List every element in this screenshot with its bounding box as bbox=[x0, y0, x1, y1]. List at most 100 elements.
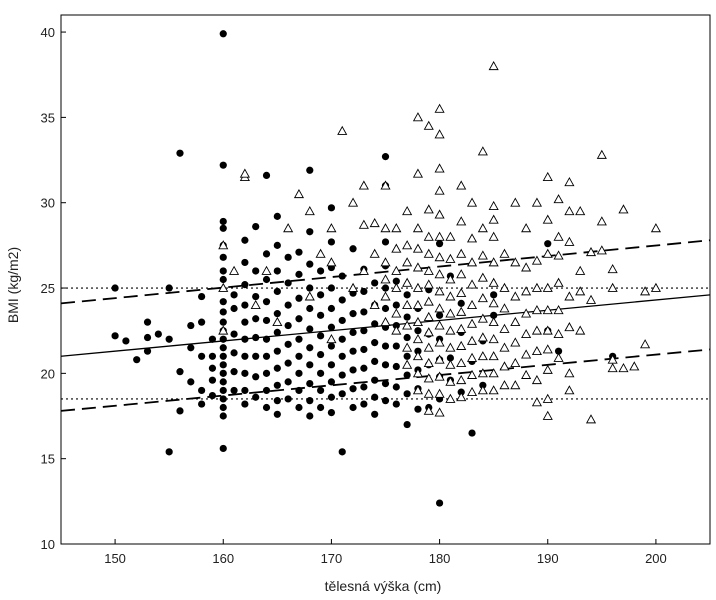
x-tick-label-190: 190 bbox=[537, 551, 559, 566]
point-triangle-142 bbox=[499, 282, 510, 292]
point-triangle-90 bbox=[445, 274, 456, 284]
point-circle-136 bbox=[327, 323, 336, 331]
point-triangle-37 bbox=[391, 325, 402, 335]
point-circle-94 bbox=[273, 410, 281, 418]
point-triangle-108 bbox=[456, 392, 467, 402]
point-triangle-208 bbox=[618, 204, 629, 214]
point-circle-192 bbox=[403, 291, 411, 299]
point-triangle-65 bbox=[423, 311, 434, 321]
point-circle-147 bbox=[338, 371, 346, 379]
point-triangle-199 bbox=[585, 294, 597, 304]
point-triangle-14 bbox=[326, 223, 337, 233]
point-circle-134 bbox=[327, 284, 336, 292]
point-triangle-63 bbox=[423, 279, 434, 289]
point-triangle-113 bbox=[466, 299, 478, 309]
point-triangle-129 bbox=[488, 60, 499, 71]
point-circle-53 bbox=[230, 368, 238, 376]
point-triangle-157 bbox=[521, 286, 532, 296]
point-triangle-16 bbox=[326, 333, 337, 344]
point-circle-125 bbox=[317, 311, 325, 319]
point-circle-81 bbox=[262, 369, 271, 377]
point-triangle-188 bbox=[564, 206, 575, 216]
point-triangle-190 bbox=[564, 291, 575, 301]
point-triangle-15 bbox=[326, 257, 337, 267]
point-triangle-159 bbox=[521, 328, 532, 338]
point-triangle-160 bbox=[521, 349, 532, 359]
point-triangle-80 bbox=[434, 286, 445, 296]
point-triangle-149 bbox=[510, 257, 521, 267]
point-triangle-137 bbox=[488, 333, 499, 344]
point-triangle-138 bbox=[488, 351, 499, 361]
point-circle-217 bbox=[446, 354, 454, 362]
point-triangle-112 bbox=[466, 279, 478, 289]
point-circle-91 bbox=[273, 364, 281, 372]
point-circle-69 bbox=[252, 315, 260, 323]
point-triangle-155 bbox=[521, 223, 532, 233]
point-circle-77 bbox=[262, 298, 271, 306]
point-circle-150 bbox=[349, 245, 357, 253]
point-circle-37 bbox=[219, 318, 227, 326]
point-circle-57 bbox=[241, 258, 249, 267]
point-triangle-189 bbox=[564, 236, 575, 246]
point-circle-185 bbox=[392, 277, 400, 285]
point-triangle-118 bbox=[466, 386, 478, 397]
x-axis-ticks: 150 160 170 180 190 200 bbox=[104, 539, 667, 566]
point-circle-92 bbox=[273, 381, 281, 389]
point-triangle-51 bbox=[412, 282, 424, 292]
point-circle-196 bbox=[403, 371, 411, 379]
point-triangle-176 bbox=[542, 344, 553, 354]
point-triangle-211 bbox=[640, 286, 651, 296]
point-circle-55 bbox=[230, 291, 238, 299]
point-triangle-136 bbox=[488, 316, 499, 327]
point-circle-181 bbox=[381, 342, 390, 350]
point-triangle-78 bbox=[434, 252, 445, 262]
point-circle-97 bbox=[284, 301, 292, 309]
point-triangle-106 bbox=[456, 357, 467, 368]
point-circle-33 bbox=[219, 267, 227, 275]
point-circle-219 bbox=[457, 299, 465, 307]
point-circle-82 bbox=[262, 386, 271, 395]
point-triangle-168 bbox=[531, 374, 542, 385]
point-circle-165 bbox=[360, 400, 368, 408]
point-triangle-41 bbox=[402, 277, 413, 287]
point-triangle-111 bbox=[466, 257, 478, 267]
point-circle-68 bbox=[252, 292, 260, 301]
point-circle-215 bbox=[435, 499, 444, 507]
point-circle-78 bbox=[262, 316, 271, 325]
y-tick-label-15: 15 bbox=[41, 452, 55, 467]
point-triangle-148 bbox=[510, 197, 521, 207]
point-triangle-107 bbox=[456, 374, 467, 385]
point-circle-124 bbox=[317, 291, 325, 299]
point-triangle-120 bbox=[477, 223, 488, 233]
point-circle-128 bbox=[317, 369, 325, 377]
point-triangle-94 bbox=[445, 342, 456, 352]
point-triangle-179 bbox=[542, 410, 553, 420]
point-circle-32 bbox=[219, 253, 227, 261]
point-triangle-171 bbox=[542, 214, 553, 224]
point-triangle-81 bbox=[434, 303, 445, 313]
point-circle-47 bbox=[219, 403, 227, 412]
point-circle-114 bbox=[306, 260, 314, 268]
point-triangle-143 bbox=[499, 303, 510, 313]
point-circle-71 bbox=[252, 352, 260, 360]
point-triangle-26 bbox=[380, 223, 391, 233]
point-circle-120 bbox=[306, 379, 314, 388]
point-triangle-180 bbox=[553, 194, 564, 204]
point-triangle-88 bbox=[445, 231, 456, 241]
point-circle-87 bbox=[273, 287, 281, 296]
point-circle-28 bbox=[219, 161, 227, 169]
point-circle-1 bbox=[111, 332, 119, 340]
point-triangle-153 bbox=[510, 357, 521, 368]
point-circle-59 bbox=[241, 301, 249, 309]
point-circle-131 bbox=[327, 204, 336, 212]
point-circle-116 bbox=[306, 304, 314, 313]
point-triangle-47 bbox=[412, 168, 424, 178]
point-circle-200 bbox=[414, 327, 422, 335]
point-circle-189 bbox=[392, 362, 400, 371]
point-circle-25 bbox=[208, 376, 217, 384]
point-circle-119 bbox=[306, 361, 314, 369]
point-triangle-3 bbox=[229, 265, 240, 275]
point-triangle-52 bbox=[412, 299, 424, 309]
point-circle-123 bbox=[317, 267, 325, 275]
